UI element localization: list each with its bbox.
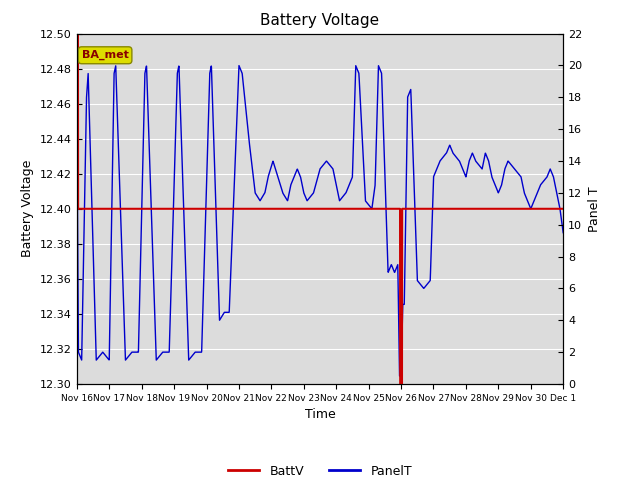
- Y-axis label: Battery Voltage: Battery Voltage: [21, 160, 35, 257]
- Legend: BattV, PanelT: BattV, PanelT: [223, 460, 417, 480]
- X-axis label: Time: Time: [305, 408, 335, 421]
- Y-axis label: Panel T: Panel T: [588, 186, 601, 232]
- Text: BA_met: BA_met: [82, 50, 129, 60]
- Title: Battery Voltage: Battery Voltage: [260, 13, 380, 28]
